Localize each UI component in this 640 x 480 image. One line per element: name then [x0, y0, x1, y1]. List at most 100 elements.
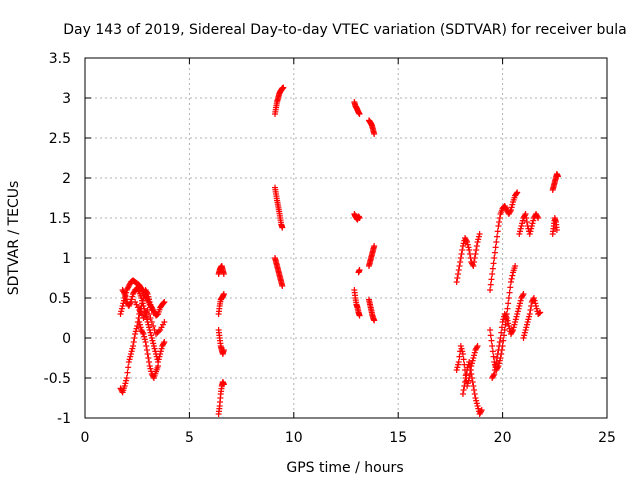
data-point	[505, 295, 512, 301]
data-point	[523, 219, 530, 225]
data-point	[460, 240, 467, 247]
data-point	[522, 211, 529, 217]
data-point	[159, 321, 166, 328]
data-point	[146, 363, 153, 369]
data-point	[528, 299, 535, 305]
data-point	[496, 339, 503, 345]
data-point	[158, 345, 165, 352]
data-point	[518, 295, 525, 301]
data-point	[151, 327, 158, 333]
data-point	[127, 353, 134, 360]
data-point	[149, 305, 156, 312]
data-point	[220, 381, 227, 388]
data-point	[487, 332, 494, 339]
data-point	[496, 219, 503, 225]
data-point	[150, 340, 157, 347]
data-point	[133, 325, 140, 332]
data-point	[520, 291, 527, 297]
data-point	[526, 313, 533, 320]
data-point	[136, 307, 143, 313]
data-point	[468, 375, 475, 381]
data-point	[155, 363, 162, 369]
data-point	[127, 351, 134, 357]
data-point	[489, 343, 496, 349]
data-point	[129, 293, 136, 300]
data-point	[144, 351, 151, 357]
data-point	[522, 327, 529, 333]
data-point	[137, 324, 144, 331]
data-point	[121, 291, 128, 297]
data-point	[500, 316, 507, 323]
data-point	[533, 211, 540, 217]
data-point	[514, 308, 521, 315]
data-point	[140, 315, 147, 321]
data-point	[487, 327, 494, 333]
data-point	[161, 319, 168, 325]
data-point	[501, 311, 508, 317]
data-point	[471, 387, 478, 393]
data-point	[152, 331, 159, 337]
data-point	[471, 352, 478, 359]
data-point	[510, 327, 517, 333]
data-point	[127, 300, 134, 307]
data-point	[125, 303, 132, 309]
data-point	[496, 360, 503, 367]
data-point	[493, 359, 500, 365]
data-point	[140, 331, 147, 337]
data-point	[130, 291, 137, 297]
data-point	[371, 131, 378, 137]
data-point	[528, 223, 535, 229]
data-point	[279, 224, 286, 231]
data-point	[139, 329, 146, 336]
data-point	[356, 312, 363, 319]
data-point	[502, 312, 509, 319]
data-point	[160, 340, 167, 347]
data-point	[118, 305, 125, 312]
data-point	[161, 339, 168, 345]
data-point	[148, 304, 155, 311]
data-point	[146, 311, 153, 317]
data-point	[459, 351, 466, 357]
data-point	[140, 303, 147, 309]
data-point	[505, 323, 512, 329]
data-point	[371, 243, 378, 249]
data-point	[128, 296, 135, 303]
data-point	[126, 281, 133, 288]
data-point	[139, 300, 146, 307]
data-point	[502, 204, 509, 211]
data-point	[138, 295, 145, 301]
data-point	[499, 319, 506, 325]
data-point	[506, 209, 513, 216]
data-point	[523, 324, 530, 331]
data-point	[500, 337, 507, 344]
y-tick-label: 1	[62, 251, 71, 267]
data-point	[521, 212, 528, 219]
data-point	[488, 337, 495, 344]
axis-ticks	[84, 57, 608, 419]
data-point	[473, 400, 480, 407]
data-point	[465, 244, 472, 251]
data-point	[529, 220, 536, 227]
data-point	[474, 403, 481, 409]
data-point	[490, 353, 497, 360]
y-tick-label: -0.5	[44, 371, 71, 387]
data-point	[462, 236, 469, 243]
data-point	[459, 247, 466, 253]
data-point	[523, 321, 530, 328]
data-point	[503, 205, 510, 212]
data-point	[119, 303, 126, 309]
data-point	[455, 361, 462, 368]
data-point	[476, 231, 483, 237]
data-point	[458, 345, 465, 352]
data-point	[478, 407, 485, 413]
data-point	[473, 243, 480, 249]
data-point	[147, 315, 154, 321]
data-point	[531, 297, 538, 304]
x-tick-label: 15	[389, 430, 407, 446]
data-point	[512, 319, 519, 325]
y-tick-label: 3.5	[49, 51, 71, 67]
data-point	[136, 321, 143, 328]
x-tick-label: 0	[81, 430, 90, 446]
chart-title: Day 143 of 2019, Sidereal Day-to-day VTE…	[63, 22, 626, 38]
data-point	[491, 361, 498, 368]
